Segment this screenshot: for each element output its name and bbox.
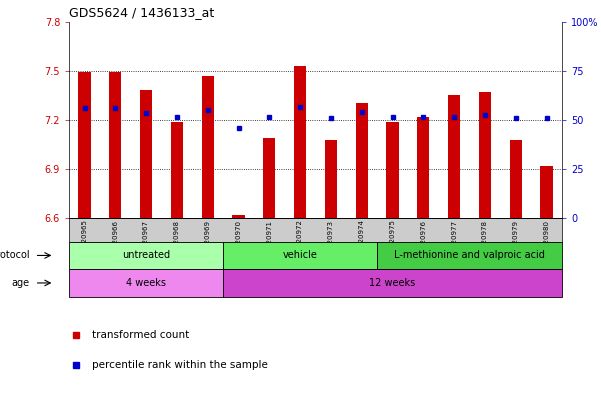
Bar (263, 138, 275, 218)
Text: GDS5624 / 1436133_at: GDS5624 / 1436133_at (69, 6, 215, 19)
Text: transformed count: transformed count (92, 330, 189, 340)
Bar (109, 72, 121, 218)
Bar (386, 121, 398, 218)
Bar (294, 66, 307, 218)
Bar (325, 140, 337, 218)
Text: age: age (11, 278, 29, 288)
Bar (69, 242, 223, 269)
Text: 12 weeks: 12 weeks (370, 278, 416, 288)
Bar (69, 269, 223, 297)
Bar (448, 95, 460, 218)
Text: vehicle: vehicle (282, 250, 317, 261)
Bar (223, 242, 377, 269)
Bar (479, 92, 491, 218)
Text: 4 weeks: 4 weeks (126, 278, 166, 288)
Bar (356, 103, 368, 218)
Bar (417, 117, 430, 218)
Bar (78, 72, 91, 218)
Bar (223, 269, 562, 297)
Text: untreated: untreated (122, 250, 170, 261)
Text: L-methionine and valproic acid: L-methionine and valproic acid (394, 250, 545, 261)
Text: protocol: protocol (0, 250, 29, 261)
Bar (233, 215, 245, 218)
Bar (171, 121, 183, 218)
Bar (140, 90, 152, 218)
Bar (201, 75, 214, 218)
Text: percentile rank within the sample: percentile rank within the sample (92, 360, 267, 370)
Bar (540, 166, 553, 218)
Bar (510, 140, 522, 218)
Bar (377, 242, 562, 269)
